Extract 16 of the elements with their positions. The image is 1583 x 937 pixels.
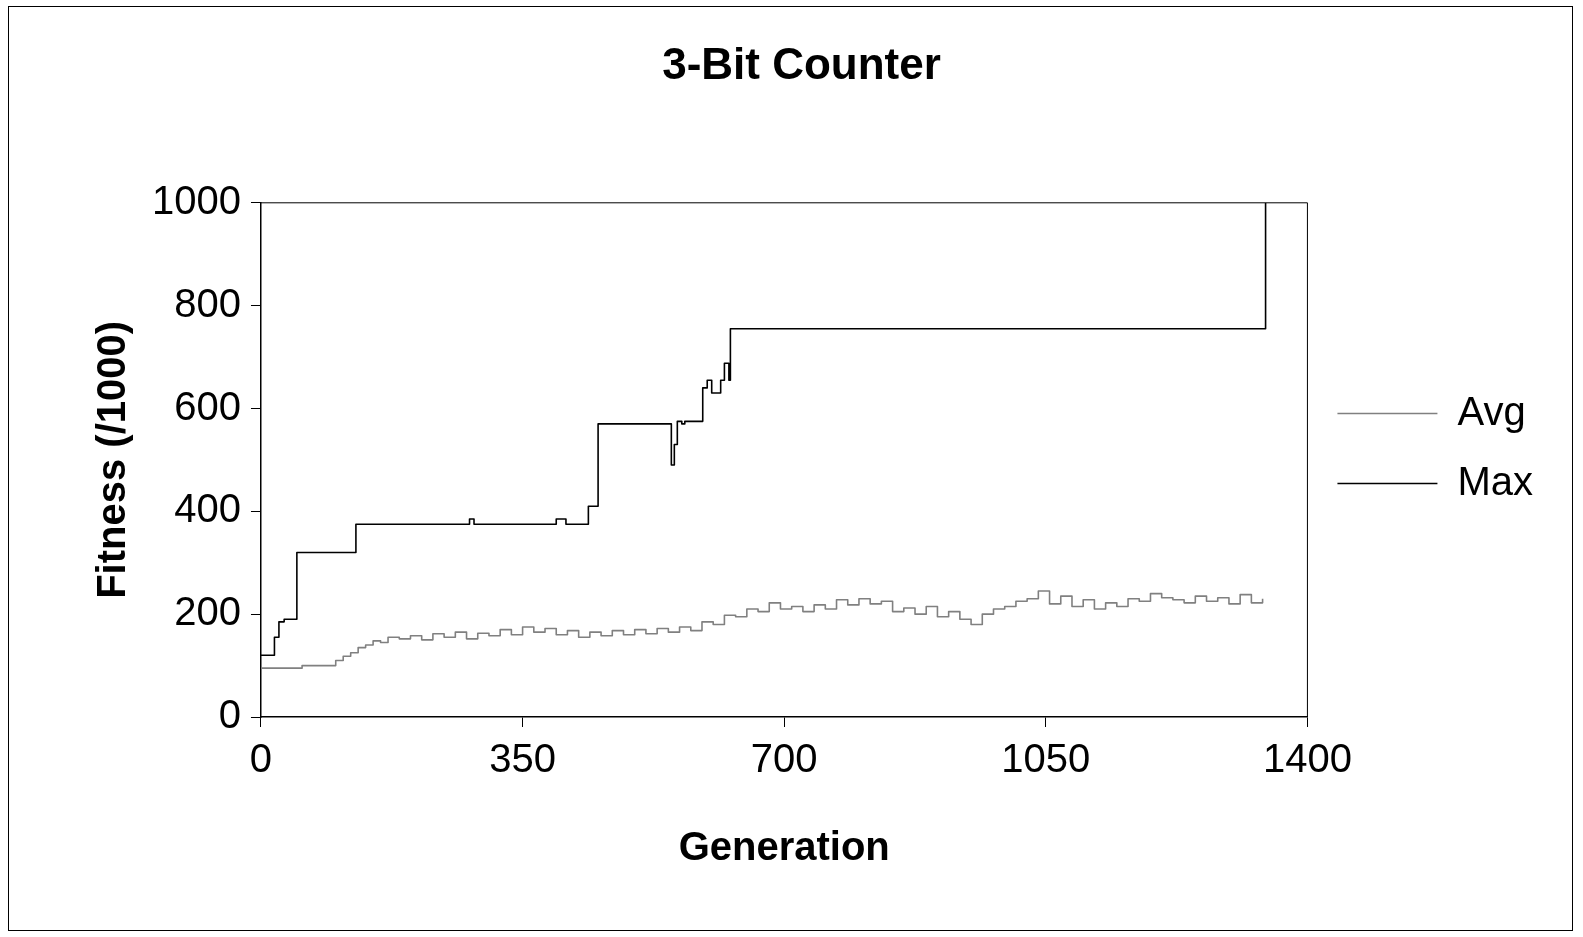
y-tick-label: 400	[174, 486, 241, 531]
y-tick-label: 1000	[152, 177, 241, 222]
y-tick-label: 600	[174, 383, 241, 428]
y-axis-title: Fitness (/1000)	[89, 320, 134, 599]
y-tick-label: 0	[218, 692, 241, 737]
y-tick-label: 800	[174, 280, 241, 325]
legend-label: Max	[1457, 458, 1534, 503]
x-axis-title: Generation	[678, 824, 890, 869]
x-tick-label: 700	[750, 736, 818, 781]
x-tick-label: 350	[489, 736, 556, 781]
x-tick-label: 1050	[1001, 736, 1091, 781]
chart-title: 3-Bit Counter	[662, 38, 941, 88]
x-tick-label: 1400	[1262, 736, 1352, 781]
legend-label: Avg	[1457, 388, 1526, 433]
x-tick-label: 0	[249, 736, 273, 781]
y-tick-label: 200	[174, 589, 241, 634]
